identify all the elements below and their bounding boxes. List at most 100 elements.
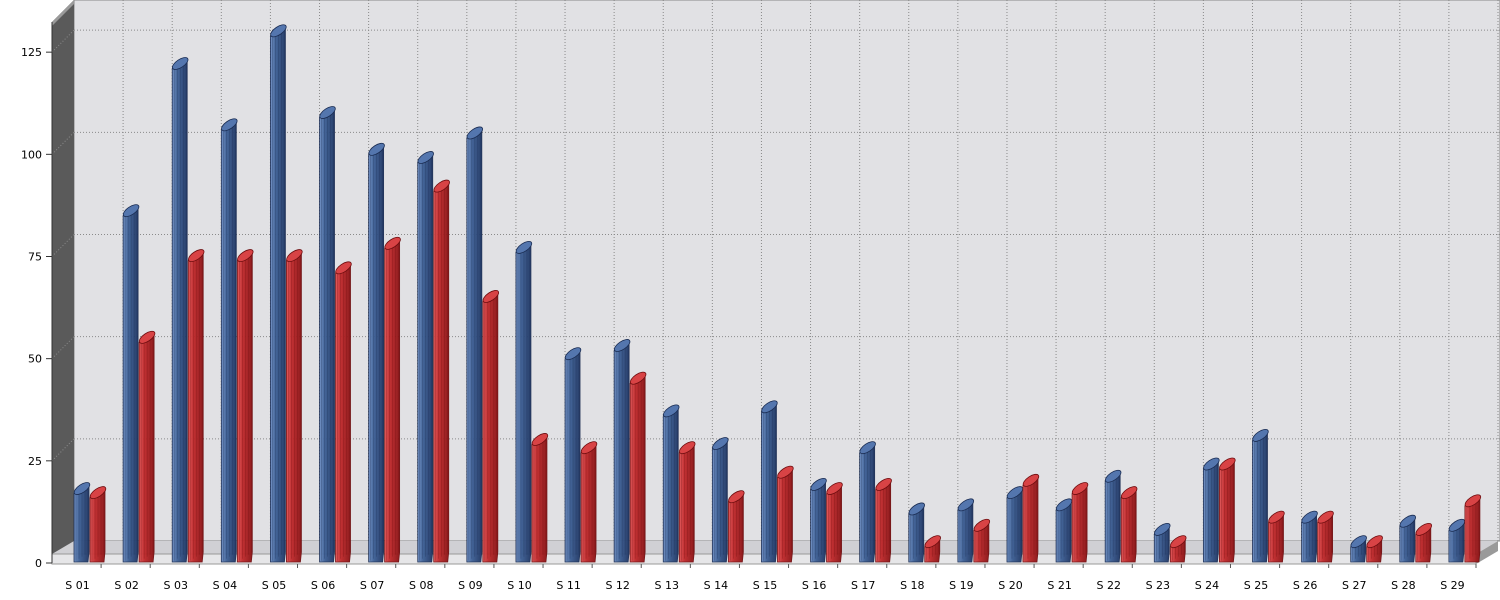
bar [220, 118, 238, 563]
bar [89, 486, 107, 563]
axes: 0 25 50 75 100 125 S 01 S 02 S 03 S 04 S 05 S 06 S 0… [21, 22, 1477, 592]
grid-line-diagonal [51, 234, 75, 257]
bar [1104, 469, 1122, 563]
bar [417, 151, 434, 563]
bar-body [1055, 499, 1072, 563]
bar-top [221, 118, 238, 132]
bar [1006, 486, 1024, 563]
bar-top [859, 441, 876, 455]
bar [368, 142, 385, 563]
bar [1169, 535, 1187, 563]
bar-top [1219, 457, 1236, 471]
bar [138, 330, 156, 563]
y-tick-label: 0 [35, 557, 42, 570]
bar-top [188, 249, 205, 263]
bar [1350, 535, 1367, 563]
x-tick-label: S 19 [949, 579, 973, 592]
bar-top [1055, 498, 1073, 512]
bar [875, 478, 892, 563]
bar-top [908, 502, 925, 516]
bar [678, 441, 696, 563]
bar-top [1120, 486, 1138, 500]
bar-top [1317, 510, 1334, 524]
bar-top [1154, 522, 1171, 536]
bar-top [138, 330, 156, 344]
bar [1022, 473, 1040, 563]
bar [73, 482, 91, 563]
x-tick-label: S 01 [65, 579, 89, 592]
bar [727, 490, 745, 563]
bar [761, 400, 778, 563]
bar [270, 24, 287, 563]
bar [826, 482, 843, 563]
bar-top [1301, 510, 1318, 524]
bar-body [384, 237, 401, 563]
bar-top [417, 151, 434, 164]
left-wall-top [52, 0, 74, 26]
bar-body [286, 249, 302, 563]
bar [466, 126, 484, 563]
bar-body [1006, 486, 1023, 563]
bar [286, 249, 303, 563]
bar [629, 371, 647, 563]
y-tick-label: 125 [21, 46, 42, 59]
bar-top [973, 518, 991, 532]
bar [1202, 457, 1220, 563]
bar-top [1170, 535, 1187, 549]
bar-body [1218, 458, 1235, 563]
x-tick-label: S 13 [655, 579, 679, 592]
x-tick-label: S 24 [1195, 579, 1219, 592]
bar [1218, 457, 1236, 563]
bar-top [1415, 522, 1432, 536]
bar-top [466, 126, 484, 140]
bar [335, 261, 352, 563]
bar-top [1104, 469, 1122, 483]
bar [187, 249, 205, 563]
bar-body [1301, 511, 1317, 563]
floor-side [1476, 541, 1498, 564]
bar [973, 518, 991, 563]
bar [531, 433, 549, 563]
bar [957, 498, 975, 563]
bar-top [1006, 486, 1024, 500]
bar-top [564, 347, 582, 361]
bar-body [810, 478, 826, 563]
x-tick-label: S 21 [1047, 579, 1071, 592]
x-tick-label: S 20 [998, 579, 1022, 592]
bar [613, 339, 631, 563]
bar-body [1202, 458, 1219, 563]
bar-top [515, 240, 533, 254]
bar [1268, 510, 1285, 563]
bar [1317, 510, 1334, 563]
x-tick-label: S 14 [704, 579, 728, 592]
bar [1399, 514, 1416, 563]
bar [319, 106, 336, 563]
bar-top [777, 465, 794, 479]
bar [777, 465, 794, 563]
bar-top [270, 24, 287, 38]
bar-top [957, 498, 975, 512]
bar-top [1268, 510, 1285, 524]
bar-top [286, 249, 303, 263]
x-tick-label: S 18 [900, 579, 924, 592]
bar-top [663, 404, 680, 418]
bar [1448, 518, 1466, 563]
bar-top [728, 490, 745, 504]
bar-top [1252, 428, 1269, 442]
x-tick-label: S 02 [114, 579, 138, 592]
bar-body [727, 490, 744, 563]
x-tick-label: S 09 [458, 579, 482, 592]
x-tick-label: S 26 [1293, 579, 1317, 592]
x-tick-label: S 04 [213, 579, 237, 592]
bar [924, 535, 941, 563]
bar [711, 437, 729, 563]
bar-top [89, 486, 107, 500]
bar [1055, 498, 1073, 563]
bar-top [712, 437, 729, 450]
bar [1301, 510, 1318, 563]
grid-line-diagonal [51, 336, 75, 360]
bar-top [1464, 494, 1482, 508]
grid-line-diagonal [51, 29, 75, 53]
x-tick-label: S 16 [802, 579, 826, 592]
bar-body [1071, 482, 1088, 563]
